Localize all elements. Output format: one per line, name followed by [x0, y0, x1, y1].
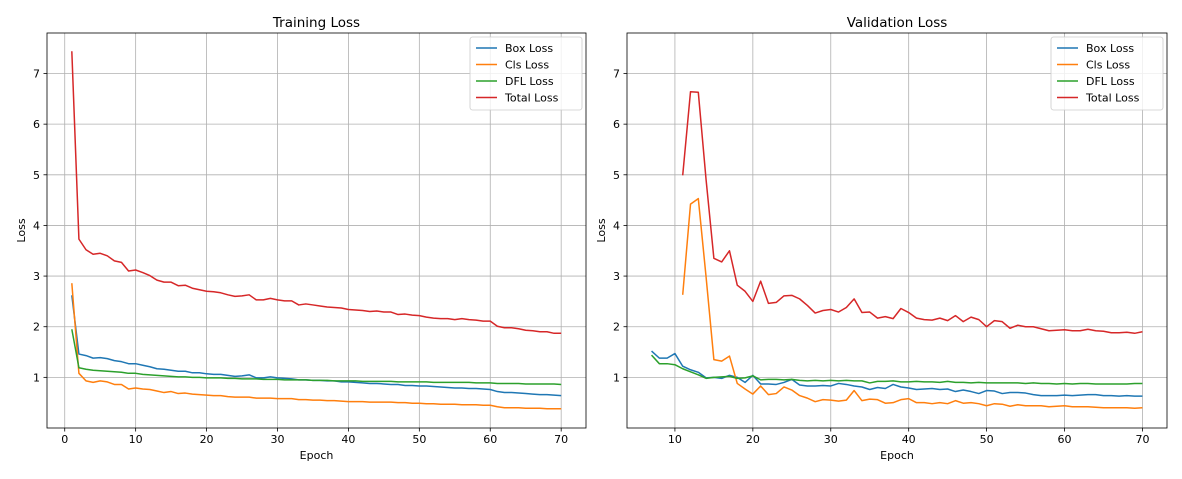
grid — [47, 33, 586, 428]
series-line-box-loss — [651, 350, 1143, 397]
legend-label-cls-loss: Cls Loss — [1086, 59, 1130, 72]
series-line-dfl-loss — [71, 329, 562, 386]
y-tick-label: 3 — [33, 270, 40, 283]
y-axis-label: Loss — [15, 218, 28, 242]
y-tick-label: 3 — [613, 270, 620, 283]
legend-label-dfl-loss: DFL Loss — [1086, 75, 1135, 88]
series-lines — [71, 51, 562, 410]
x-tick-label: 20 — [200, 433, 214, 446]
x-tick-label: 30 — [270, 433, 284, 446]
legend: Box Loss Cls Loss DFL Loss Total Loss — [1050, 36, 1164, 111]
legend-box — [469, 36, 583, 111]
x-tick-label: 70 — [554, 433, 568, 446]
x-tick-label: 60 — [483, 433, 497, 446]
x-tick-label: 40 — [341, 433, 355, 446]
y-tick-label: 7 — [33, 68, 40, 81]
series-line-total-loss — [681, 90, 1143, 335]
series-line-dfl-loss — [650, 354, 1143, 385]
series-line-cls-loss — [681, 197, 1143, 409]
y-tick-label: 7 — [613, 68, 620, 81]
chart-panel-2: 10 20 30 40 50 60 70 1 2 3 4 5 6 7 Validation Loss Epoc… — [595, 15, 1168, 462]
legend-label-total-loss: Total Loss — [1085, 92, 1140, 105]
series-line-total-loss — [71, 51, 562, 335]
x-axis-label: Epoch — [300, 449, 334, 462]
chart-title: Training Loss — [272, 15, 360, 31]
series-line-cls-loss — [71, 283, 562, 410]
y-tick-label: 6 — [613, 118, 620, 131]
legend-label-dfl-loss: DFL Loss — [505, 75, 554, 88]
series-lines — [650, 90, 1143, 409]
y-axis-label: Loss — [595, 218, 608, 242]
y-tick-label: 1 — [613, 371, 620, 384]
x-tick-label: 50 — [980, 433, 994, 446]
plot-frame — [46, 32, 587, 429]
y-tick-label: 4 — [613, 219, 620, 232]
chart-panel-1: 0 10 20 30 40 50 60 70 1 2 3 4 5 6 7 Training Loss Epoch… — [15, 15, 587, 462]
y-tick-label: 5 — [33, 169, 40, 182]
y-tick-label: 1 — [33, 371, 40, 384]
y-tick-label: 6 — [33, 118, 40, 131]
x-tick-label: 0 — [61, 433, 68, 446]
x-tick-label: 20 — [746, 433, 760, 446]
chart-title: Validation Loss — [847, 15, 948, 31]
x-tick-label: 30 — [824, 433, 838, 446]
y-tick-label: 2 — [33, 321, 40, 334]
legend: Box Loss Cls Loss DFL Loss Total Loss — [469, 36, 583, 111]
axes: 0 10 20 30 40 50 60 70 1 2 3 4 5 6 7 — [33, 68, 568, 446]
y-tick-label: 5 — [613, 169, 620, 182]
legend-label-box-loss: Box Loss — [1086, 42, 1134, 55]
axes: 10 20 30 40 50 60 70 1 2 3 4 5 6 7 — [613, 68, 1149, 446]
x-tick-label: 10 — [668, 433, 682, 446]
plot-frame — [626, 32, 1168, 429]
legend-label-box-loss: Box Loss — [505, 42, 553, 55]
legend-label-total-loss: Total Loss — [504, 92, 559, 105]
x-tick-label: 50 — [412, 433, 426, 446]
x-tick-label: 10 — [129, 433, 143, 446]
x-axis-label: Epoch — [880, 449, 914, 462]
y-tick-label: 4 — [33, 219, 40, 232]
x-tick-label: 70 — [1135, 433, 1149, 446]
x-tick-label: 40 — [902, 433, 916, 446]
legend-box — [1050, 36, 1164, 111]
y-tick-label: 2 — [613, 321, 620, 334]
x-tick-label: 60 — [1058, 433, 1072, 446]
legend-label-cls-loss: Cls Loss — [505, 59, 549, 72]
